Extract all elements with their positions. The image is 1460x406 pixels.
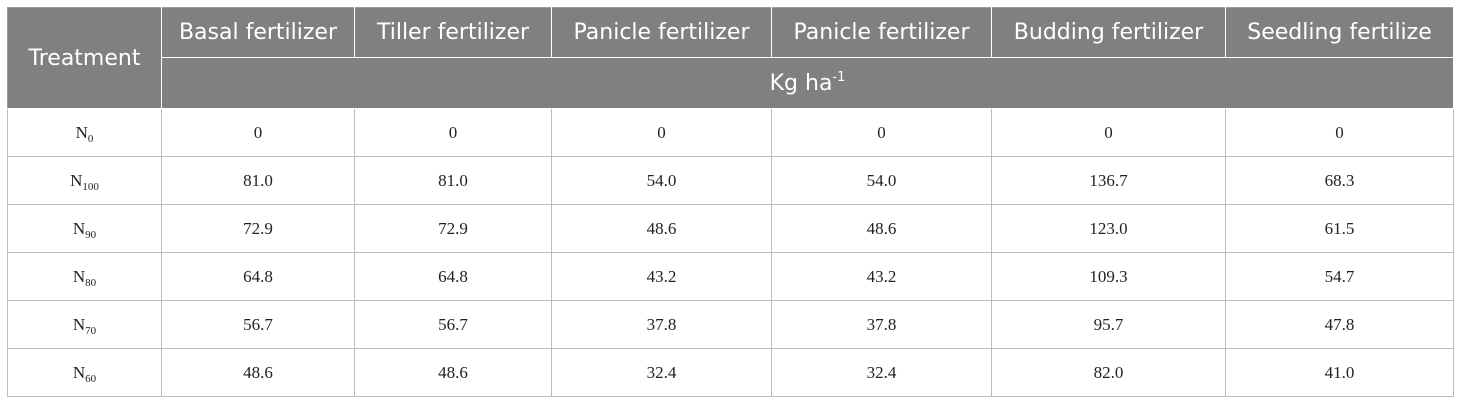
treatment-subscript: 70	[85, 324, 97, 337]
treatment-symbol: N	[72, 218, 86, 238]
value-cell: 48.6	[161, 348, 355, 397]
value-cell: 43.2	[551, 252, 772, 301]
treatment-symbol: N	[70, 170, 83, 190]
treatment-symbol: N	[72, 266, 86, 286]
table-row: N0 0 0 0 0 0 0	[7, 108, 1454, 157]
column-header: Panicle fertilizer	[551, 7, 772, 58]
column-header: Seedling fertilize	[1225, 7, 1454, 58]
value-cell: 32.4	[551, 348, 772, 397]
unit-label: Kg ha	[769, 70, 833, 96]
treatment-symbol: N	[75, 122, 88, 142]
treatment-cell: N80	[7, 252, 162, 301]
value-cell: 64.8	[161, 252, 355, 301]
value-cell: 54.0	[551, 156, 772, 205]
value-cell: 0	[991, 108, 1226, 157]
value-cell: 48.6	[551, 204, 772, 253]
value-cell: 41.0	[1225, 348, 1454, 397]
header-row: Treatment Basal fertilizer Tiller fertil…	[7, 7, 1454, 109]
treatment-subscript: 80	[85, 276, 97, 289]
treatment-cell: N0	[7, 108, 162, 157]
value-cell: 48.6	[771, 204, 992, 253]
column-header: Tiller fertilizer	[354, 7, 552, 58]
value-cell: 56.7	[354, 300, 552, 349]
table-body: N0 0 0 0 0 0 0 N100 81.0 81.0 54.0 54.0 136.7 68.3 N90…	[7, 108, 1454, 397]
value-cell: 68.3	[1225, 156, 1454, 205]
treatment-subscript: 0	[87, 132, 94, 145]
unit-exponent: -1	[832, 69, 846, 85]
value-cell: 109.3	[991, 252, 1226, 301]
value-cell: 61.5	[1225, 204, 1454, 253]
fertilizer-table: Treatment Basal fertilizer Tiller fertil…	[7, 7, 1454, 397]
table-row: N90 72.9 72.9 48.6 48.6 123.0 61.5	[7, 204, 1454, 253]
treatment-subscript: 60	[85, 372, 97, 385]
value-cell: 0	[771, 108, 992, 157]
value-cell: 81.0	[161, 156, 355, 205]
unit-header: Kg ha-1	[161, 57, 1454, 109]
treatment-symbol: N	[72, 314, 86, 334]
table-row: N60 48.6 48.6 32.4 32.4 82.0 41.0	[7, 348, 1454, 397]
value-cell: 136.7	[991, 156, 1226, 205]
value-cell: 0	[1225, 108, 1454, 157]
column-header: Panicle fertilizer	[771, 7, 992, 58]
treatment-cell: N70	[7, 300, 162, 349]
treatment-cell: N100	[7, 156, 162, 205]
table-header: Treatment Basal fertilizer Tiller fertil…	[7, 7, 1454, 109]
value-cell: 0	[354, 108, 552, 157]
column-header: Basal fertilizer	[161, 7, 355, 58]
treatment-symbol: N	[72, 362, 86, 382]
unit-row: Kg ha-1	[8, 57, 1454, 109]
treatment-cell: N90	[7, 204, 162, 253]
value-cell: 47.8	[1225, 300, 1454, 349]
value-cell: 0	[551, 108, 772, 157]
value-cell: 32.4	[771, 348, 992, 397]
treatment-cell: N60	[7, 348, 162, 397]
table-row: N100 81.0 81.0 54.0 54.0 136.7 68.3	[7, 156, 1454, 205]
treatment-subscript: 90	[85, 228, 97, 241]
value-cell: 48.6	[354, 348, 552, 397]
value-cell: 81.0	[354, 156, 552, 205]
value-cell: 0	[161, 108, 355, 157]
treatment-header: Treatment	[7, 7, 162, 109]
value-cell: 37.8	[771, 300, 992, 349]
value-cell: 56.7	[161, 300, 355, 349]
value-cell: 43.2	[771, 252, 992, 301]
treatment-subscript: 100	[82, 180, 99, 193]
value-cell: 72.9	[161, 204, 355, 253]
value-cell: 123.0	[991, 204, 1226, 253]
table-row: N70 56.7 56.7 37.8 37.8 95.7 47.8	[7, 300, 1454, 349]
column-header: Budding fertilizer	[991, 7, 1226, 58]
value-cell: 37.8	[551, 300, 772, 349]
value-cell: 95.7	[991, 300, 1226, 349]
value-cell: 64.8	[354, 252, 552, 301]
value-cell: 54.0	[771, 156, 992, 205]
value-cell: 82.0	[991, 348, 1226, 397]
table-row: N80 64.8 64.8 43.2 43.2 109.3 54.7	[7, 252, 1454, 301]
value-cell: 54.7	[1225, 252, 1454, 301]
value-cell: 72.9	[354, 204, 552, 253]
